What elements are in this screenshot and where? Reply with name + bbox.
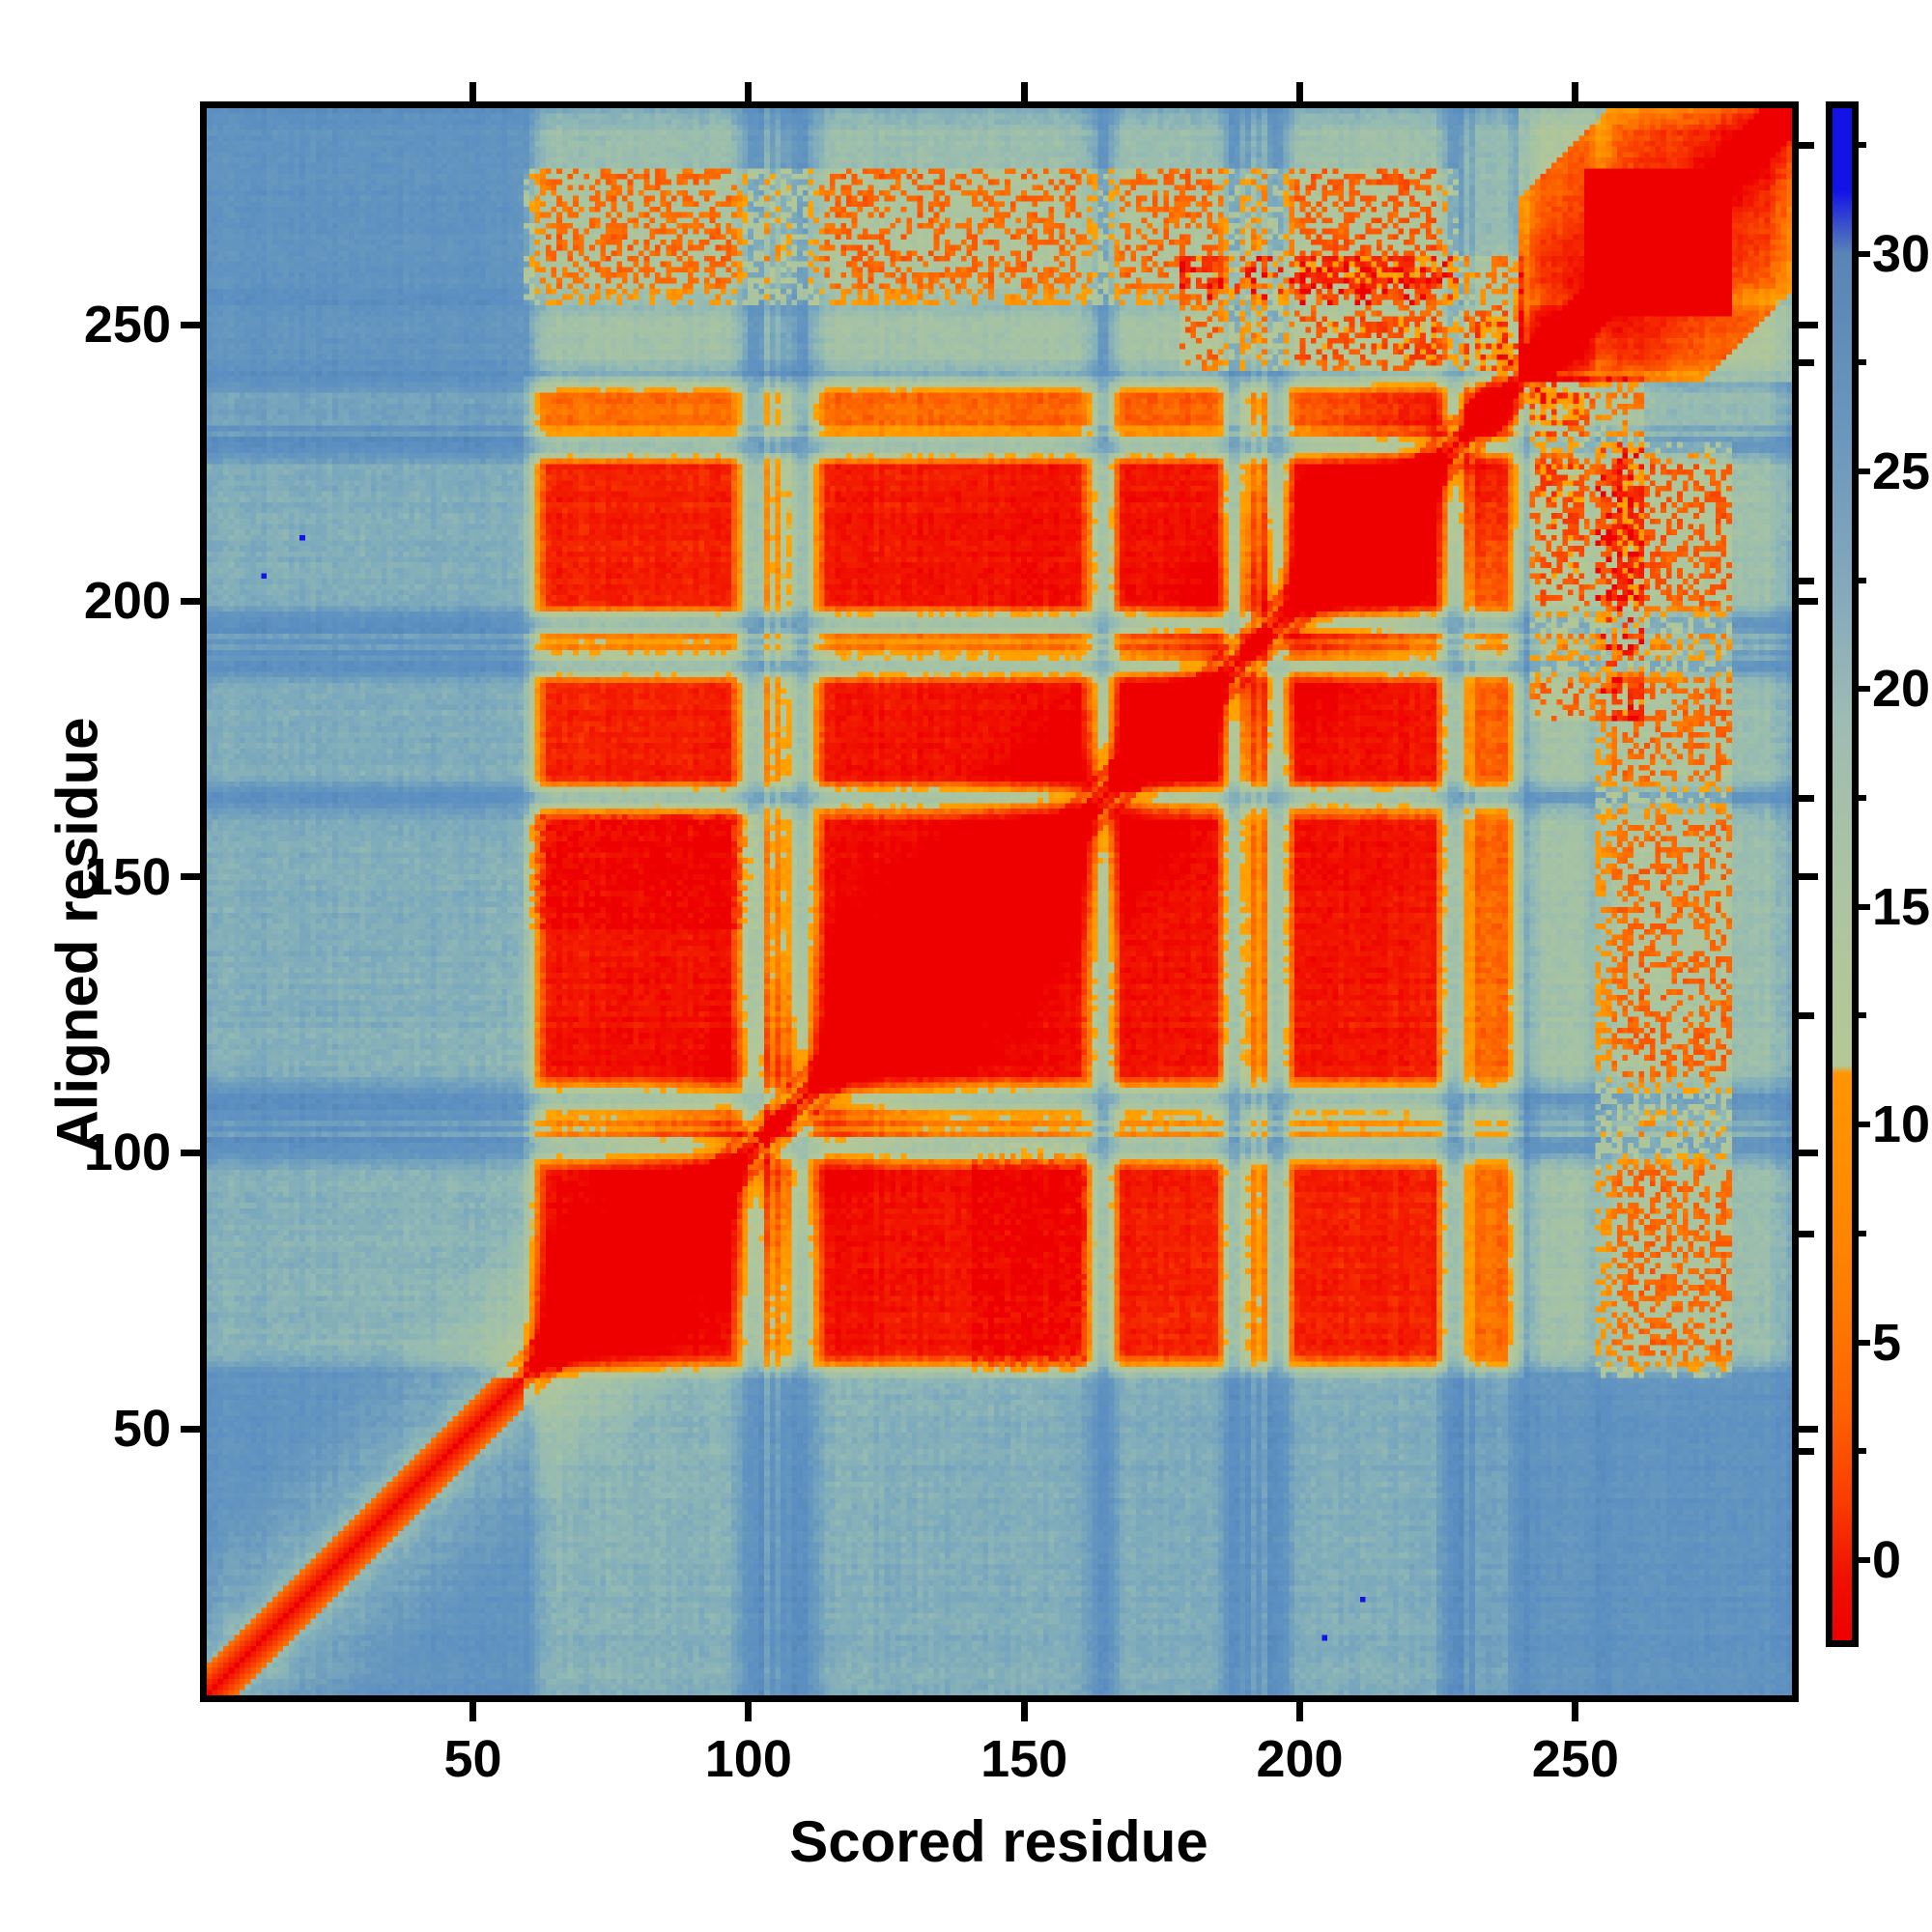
x-tick-label-100: 100 [704,1730,792,1788]
colorbar-label-10: 10 [1872,1095,1931,1154]
y-tick-200 [181,597,200,605]
y-tick-100 [181,1149,200,1156]
y-tick-label-150: 150 [83,847,171,906]
colorbar-minor-tick [1855,1012,1866,1019]
colorbar-tick-20 [1855,686,1870,693]
x-tick-top-200 [1296,82,1304,101]
plot-right-minor-tick [1799,1448,1814,1456]
heatmap-image [207,108,1792,1695]
x-tick-150 [1020,1702,1028,1721]
colorbar-minor-tick [1855,795,1866,802]
y-axis-title: Aligned residue [44,717,110,1152]
colorbar-tick-0 [1855,1556,1870,1563]
plot-right-minor-tick [1799,795,1814,803]
x-tick-label-200: 200 [1256,1730,1344,1788]
x-tick-top-250 [1572,82,1579,101]
colorbar-gradient [1826,101,1859,1647]
colorbar-minor-tick [1855,1448,1866,1455]
y-tick-150 [181,873,200,881]
heatmap-plot-area [200,101,1799,1702]
colorbar-label-20: 20 [1872,660,1931,719]
y-tick-label-100: 100 [83,1123,171,1182]
y-tick-50 [181,1425,200,1433]
colorbar-minor-tick [1855,1230,1866,1236]
x-tick-50 [469,1702,476,1721]
plot-right-minor-tick [1799,359,1814,367]
plot-right-minor-tick [1799,577,1814,584]
plot-right-minor-tick [1799,142,1814,150]
colorbar-label-15: 15 [1872,877,1931,936]
colorbar-minor-tick [1855,577,1866,583]
colorbar-label-30: 30 [1872,224,1931,283]
colorbar-label-25: 25 [1872,442,1931,501]
x-tick-top-100 [745,82,753,101]
colorbar-tick-5 [1855,1339,1870,1346]
colorbar-minor-tick [1855,142,1866,149]
colorbar-label-5: 5 [1872,1313,1902,1372]
x-tick-label-150: 150 [980,1730,1068,1788]
x-axis-title: Scored residue [789,1809,1208,1874]
y-tick-right-150 [1799,873,1818,881]
colorbar-label-0: 0 [1872,1530,1902,1589]
plot-right-minor-tick [1799,1012,1814,1020]
y-tick-250 [181,321,200,328]
y-tick-label-250: 250 [83,296,171,355]
y-tick-label-50: 50 [112,1400,171,1459]
y-tick-right-50 [1799,1425,1818,1433]
x-tick-label-250: 250 [1531,1730,1619,1788]
x-tick-top-150 [1020,82,1028,101]
x-tick-100 [745,1702,753,1721]
colorbar-tick-15 [1855,903,1870,910]
x-tick-200 [1296,1702,1304,1721]
x-tick-250 [1572,1702,1579,1721]
colorbar-tick-25 [1855,469,1870,475]
plot-right-minor-tick [1799,1230,1814,1237]
y-tick-right-100 [1799,1149,1818,1156]
colorbar-minor-tick [1855,359,1866,366]
colorbar-tick-10 [1855,1122,1870,1128]
x-tick-label-50: 50 [443,1730,502,1788]
y-tick-label-200: 200 [83,572,171,631]
y-tick-right-200 [1799,597,1818,605]
colorbar-tick-30 [1855,250,1870,257]
y-tick-right-250 [1799,321,1818,328]
x-tick-top-50 [469,82,476,101]
